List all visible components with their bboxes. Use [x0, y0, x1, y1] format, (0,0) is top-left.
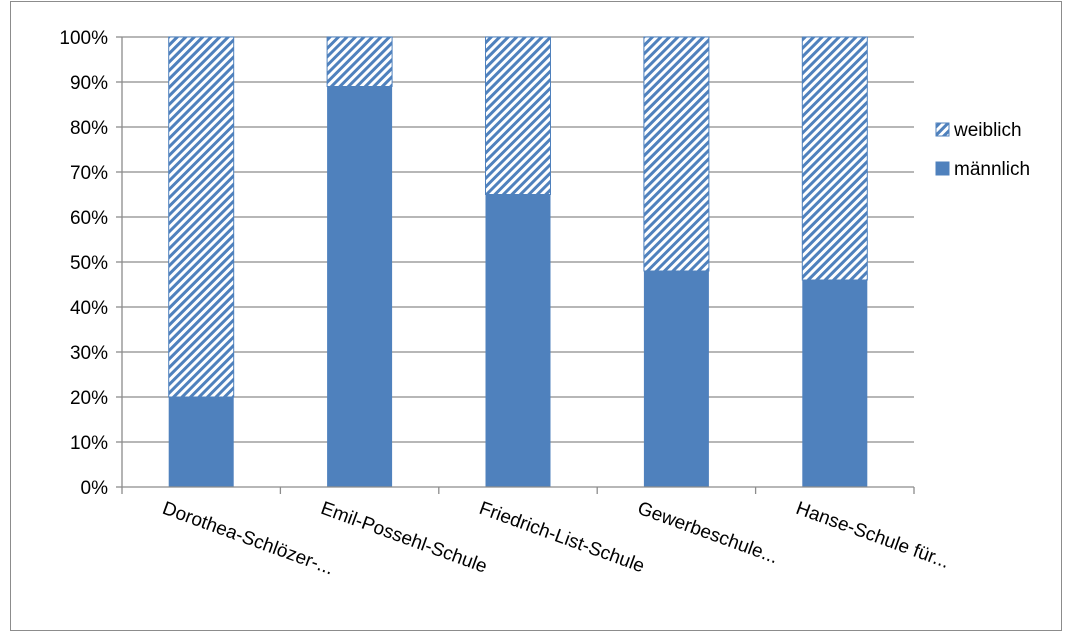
- y-tick-label: 10%: [70, 433, 108, 454]
- y-tick-label: 20%: [70, 388, 108, 409]
- legend: weiblich männlich: [935, 120, 1030, 180]
- x-category-label: Hanse-Schule für...: [793, 498, 952, 573]
- y-tick-label: 90%: [70, 73, 108, 94]
- bar-segment-weiblich: [485, 36, 551, 195]
- x-category-label: Gewerbeschule...: [635, 498, 781, 568]
- y-tick-label: 50%: [70, 253, 108, 274]
- x-category-label: Dorothea-Schlözer-...: [159, 498, 336, 579]
- y-tick-labels: 0% 10% 20% 30% 40% 50% 60% 70% 80% 90% 100%: [59, 28, 108, 499]
- x-category-label: Friedrich-List-Schule: [476, 498, 647, 577]
- bar-segment-maennlich: [643, 271, 709, 487]
- legend-swatch: [935, 161, 950, 176]
- bars: [168, 36, 868, 487]
- y-tick-label: 40%: [70, 298, 108, 319]
- legend-swatch: [935, 122, 950, 137]
- bar-segment-weiblich: [801, 36, 868, 281]
- legend-label: männlich: [954, 159, 1030, 180]
- bar-segment-weiblich: [643, 36, 710, 272]
- bar-segment-maennlich: [485, 194, 551, 487]
- x-category-label: Emil-Possehl-Schule: [318, 498, 490, 578]
- bar-segment-maennlich: [327, 86, 393, 487]
- y-tick-label: 0%: [81, 478, 109, 499]
- bar-segment-weiblich: [326, 36, 393, 87]
- y-tick-label: 30%: [70, 343, 108, 364]
- y-tick-label: 80%: [70, 118, 108, 139]
- bar-segment-weiblich: [168, 36, 235, 398]
- y-tick-label: 70%: [70, 163, 108, 184]
- y-tick-label: 100%: [59, 28, 108, 49]
- axes: [116, 36, 915, 494]
- x-category-labels: Dorothea-Schlözer-...Emil-Possehl-Schule…: [159, 498, 952, 579]
- y-tick-label: 60%: [70, 208, 108, 229]
- bar-segment-maennlich: [168, 397, 234, 487]
- legend-label: weiblich: [953, 120, 1022, 141]
- bar-segment-maennlich: [802, 280, 868, 487]
